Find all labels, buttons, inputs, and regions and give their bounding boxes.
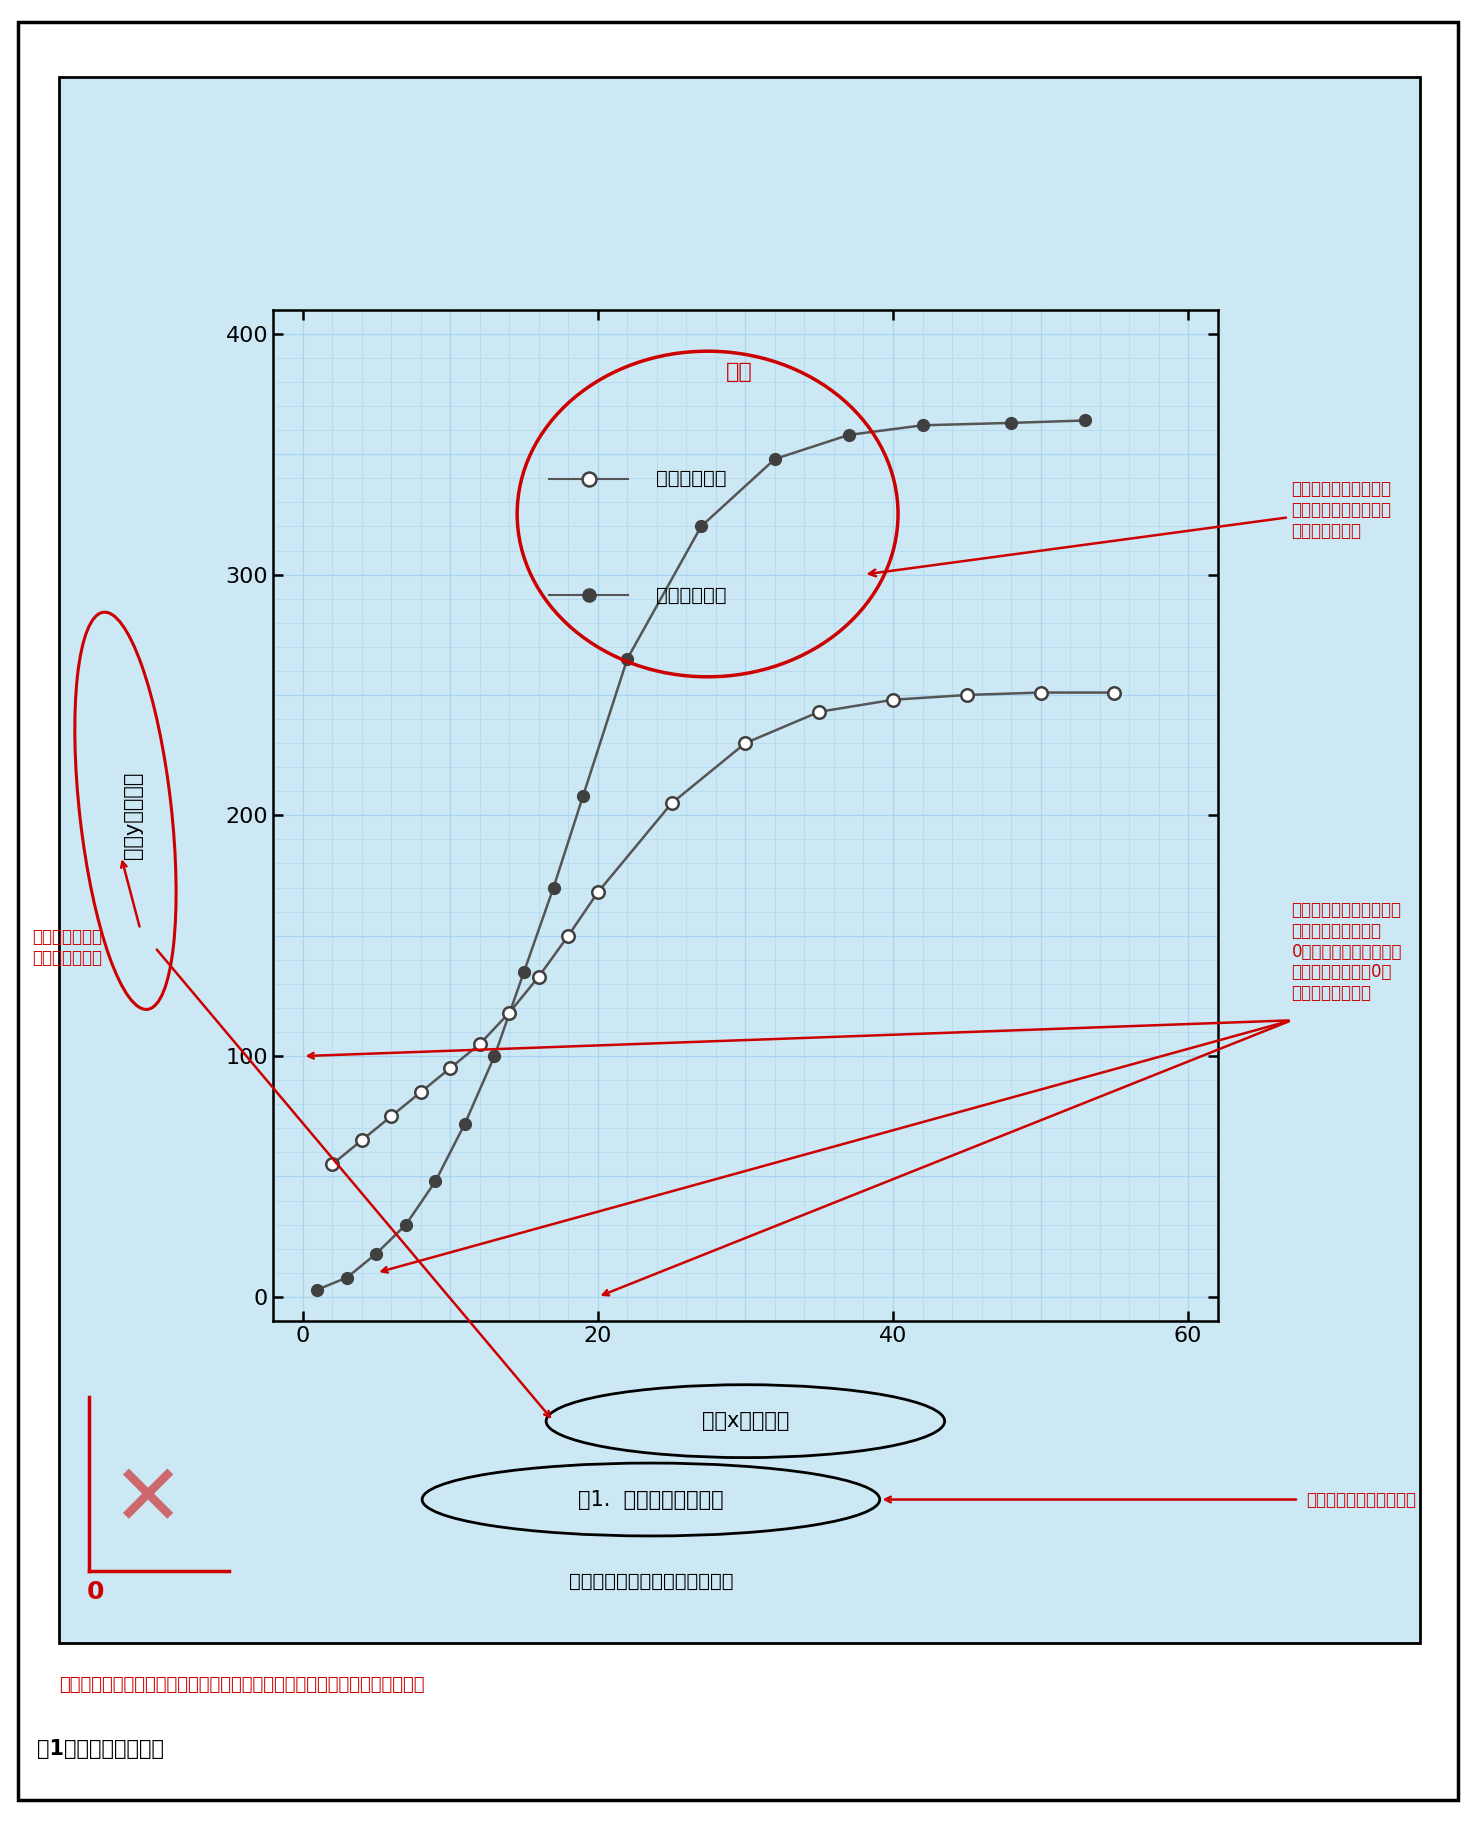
Text: 必要ならさらに説明を付ける．: 必要ならさらに説明を付ける． bbox=[568, 1572, 734, 1591]
Text: グラフ用紙の端を原点に使わない．すべての情報は方眼の範囲内に納める．: グラフ用紙の端を原点に使わない．すべての情報は方眼の範囲内に納める． bbox=[59, 1676, 425, 1694]
Text: 縦軸横軸の意味
単位を必ず記入: 縦軸横軸の意味 単位を必ず記入 bbox=[32, 927, 102, 967]
Text: 変数x　／単位: 変数x ／単位 bbox=[701, 1412, 790, 1430]
Text: 0: 0 bbox=[87, 1580, 105, 1605]
Text: ✕: ✕ bbox=[112, 1459, 183, 1543]
Text: 図番号とタイトルは必須: 図番号とタイトルは必須 bbox=[1306, 1490, 1417, 1509]
Text: 図1.  グラフのタイトル: 図1. グラフのタイトル bbox=[579, 1490, 723, 1509]
Text: 変数y　／単位: 変数y ／単位 bbox=[123, 773, 143, 858]
Text: 図1．グラフの描き方: 図1．グラフの描き方 bbox=[37, 1740, 164, 1758]
Text: データを線で結ぶか，
どのような線で結ぶか
は場合による．: データを線で結ぶか， どのような線で結ぶか は場合による． bbox=[869, 481, 1392, 576]
Text: データ系列２: データ系列２ bbox=[655, 587, 726, 605]
Text: 目盛りを付けた場所には
目盛り線を入れる．
0付近にもデータがある
ならグラフの端が0で
ある必要はない．: 目盛りを付けた場所には 目盛り線を入れる． 0付近にもデータがある ならグラフの… bbox=[1292, 900, 1402, 1002]
Text: データ系列１: データ系列１ bbox=[655, 468, 726, 488]
Text: 凡例: 凡例 bbox=[726, 363, 753, 383]
